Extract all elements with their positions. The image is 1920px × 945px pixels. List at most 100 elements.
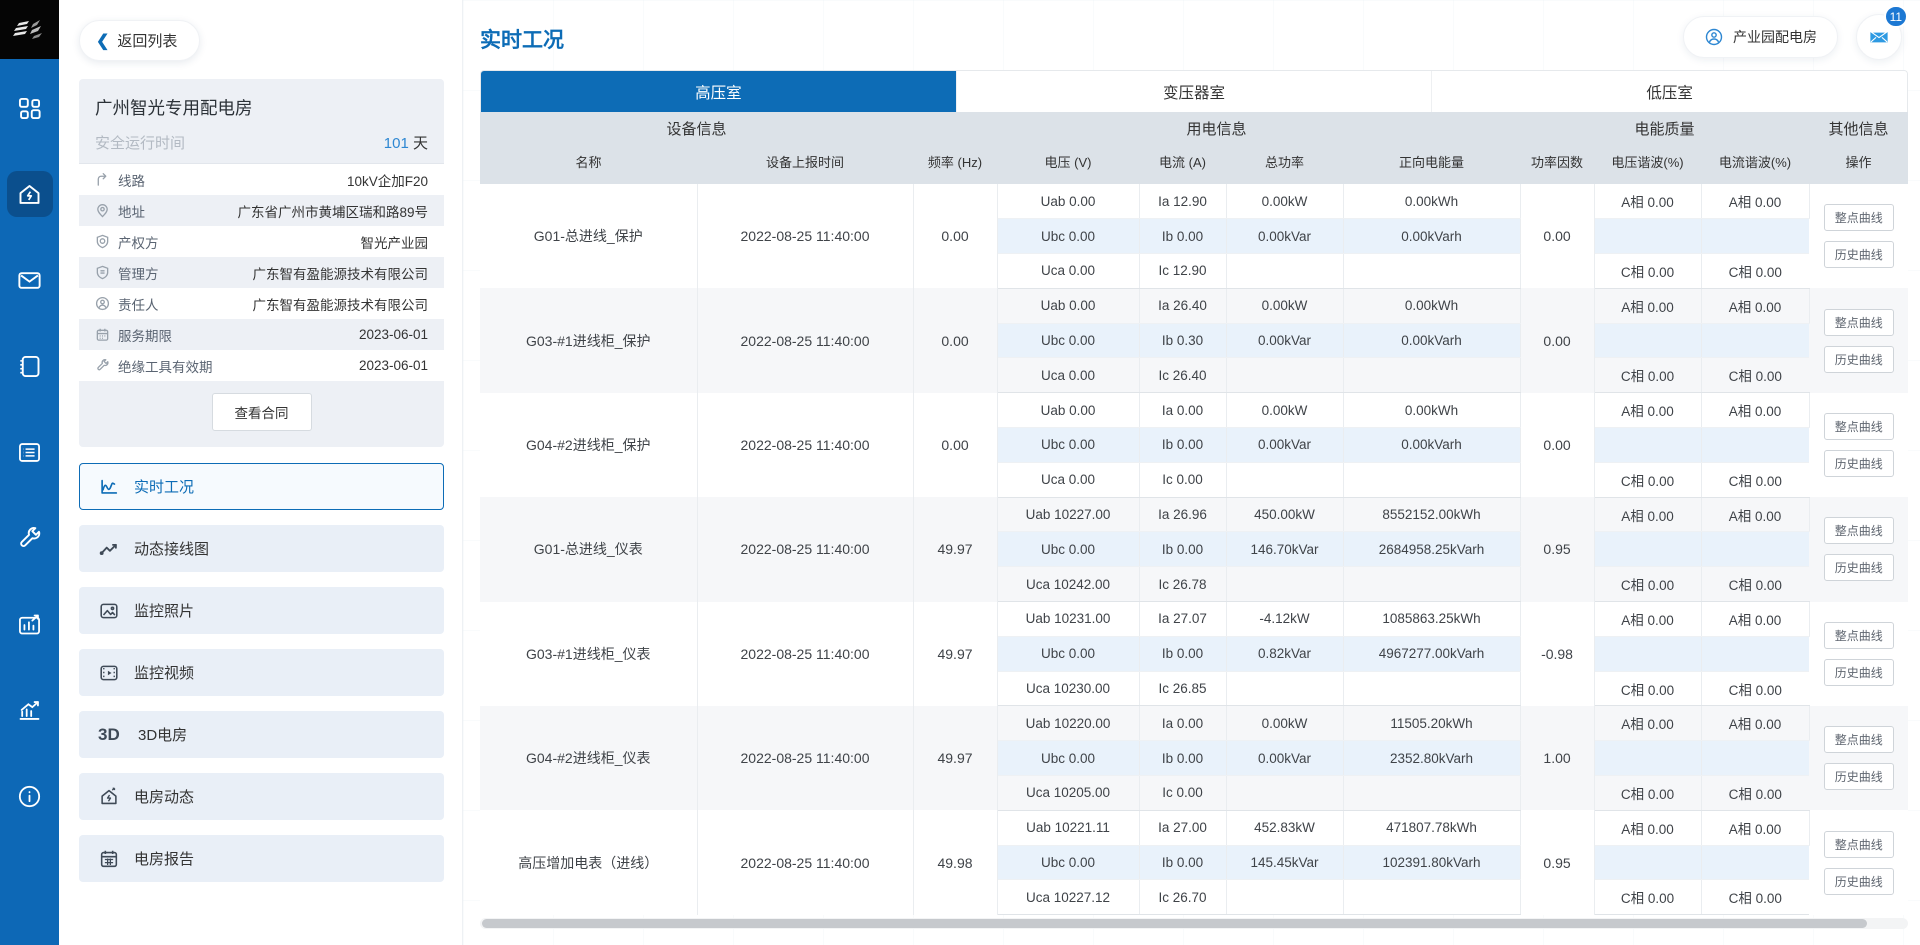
hourly-curve-button[interactable]: 整点曲线 — [1823, 308, 1894, 336]
field-label: 绝缘工具有效期 — [118, 359, 213, 375]
group-header-row: 设备信息 用电信息 电能质量 其他信息 — [480, 112, 1909, 145]
column-group-header: 电能质量 — [1520, 112, 1810, 145]
power-factor-value: 0.95 — [1520, 810, 1595, 915]
list-icon[interactable] — [7, 429, 53, 475]
current-value: Ib 0.00 — [1139, 636, 1227, 672]
current-harmonic-value: C相 0.00 — [1701, 462, 1810, 498]
home-power-icon[interactable] — [6, 171, 53, 217]
tab-high-voltage-room[interactable]: 高压室 — [481, 71, 957, 112]
header-actions: 产业园配电房 11 — [1683, 5, 1909, 60]
history-curve-button[interactable]: 历史曲线 — [1823, 345, 1894, 373]
tab-low-voltage-room[interactable]: 低压室 — [1432, 71, 1907, 112]
power-value: 0.00kVar — [1226, 427, 1344, 463]
user-account-button[interactable]: 产业园配电房 — [1683, 16, 1839, 58]
device-row-phase-c: Uca 0.00 Ic 12.90 C相 0.00 C相 0.00 — [480, 253, 1908, 289]
property-icon: 产权方 — [95, 232, 159, 252]
energy-value: 0.00kWh — [1343, 184, 1521, 220]
tab-transformer-room[interactable]: 变压器室 — [956, 71, 1433, 112]
report-time: 2022-08-25 11:40:00 — [697, 288, 914, 393]
actions-cell: 整点曲线 历史曲线 — [1809, 601, 1909, 706]
power-value — [1226, 879, 1344, 916]
energy-value: 0.00kWh — [1343, 288, 1521, 324]
sidebar-item-label: 电房动态 — [134, 789, 195, 806]
message-count-badge: 11 — [1883, 5, 1909, 28]
device-row-phase-b: Ubc 0.00 Ib 0.00 0.00kVar 2352.80kVarh — [480, 740, 1908, 777]
voltage-harmonic-value — [1594, 427, 1702, 463]
report-time: 2022-08-25 11:40:00 — [697, 497, 914, 602]
hourly-curve-button[interactable]: 整点曲线 — [1823, 830, 1894, 858]
wrench-icon[interactable] — [7, 515, 53, 561]
station-field-row: 绝缘工具有效期 2023-06-01 — [79, 350, 444, 381]
sidebar-item-realtime[interactable]: 实时工况 — [79, 463, 444, 510]
power-value: 0.00kW — [1226, 392, 1344, 429]
current-harmonic-value: A相 0.00 — [1701, 601, 1810, 637]
view-contract-button[interactable]: 查看合同 — [211, 393, 312, 431]
apps-grid-icon[interactable] — [7, 85, 53, 131]
messages-button[interactable] — [1856, 14, 1903, 60]
horizontal-scrollbar-thumb[interactable] — [482, 919, 1868, 929]
current-harmonic-value: A相 0.00 — [1701, 184, 1810, 220]
current-value: Ib 0.00 — [1139, 531, 1227, 568]
sidebar-item-videos[interactable]: 监控视频 — [79, 649, 444, 696]
sidebar-item-photos[interactable]: 监控照片 — [79, 587, 444, 634]
chart-report-icon[interactable] — [7, 601, 53, 647]
device-row-phase-c: Uca 10242.00 Ic 26.78 C相 0.00 C相 0.00 — [480, 566, 1908, 603]
power-value: 145.45kVar — [1226, 845, 1344, 881]
station-field-row: 地址 广东省广州市黄埔区瑞和路89号 — [79, 195, 444, 226]
device-row-phase-c: Uca 10227.12 Ic 26.70 C相 0.00 C相 0.00 — [480, 879, 1908, 916]
current-value: Ia 26.96 — [1139, 497, 1227, 533]
trend-icon[interactable] — [7, 687, 53, 733]
back-to-list-button[interactable]: ❮ 返回列表 — [79, 20, 201, 61]
field-value: 2023-06-01 — [358, 358, 428, 373]
video-icon — [98, 662, 120, 684]
voltage-harmonic-value — [1594, 740, 1702, 777]
current-value: Ic 26.40 — [1139, 357, 1227, 394]
horizontal-scrollbar — [480, 918, 1908, 930]
sidebar-item-room-report[interactable]: 电房报告 — [79, 835, 444, 882]
column-header: 电压 (V) — [997, 145, 1140, 184]
voltage-value: Ubc 0.00 — [997, 427, 1140, 463]
history-curve-button[interactable]: 历史曲线 — [1823, 763, 1894, 791]
frequency-value: 49.97 — [913, 601, 998, 706]
sidebar-item-label: 实时工况 — [134, 479, 195, 496]
hourly-curve-button[interactable]: 整点曲线 — [1823, 726, 1894, 754]
power-value: 0.00kVar — [1226, 740, 1344, 777]
history-curve-button[interactable]: 历史曲线 — [1823, 449, 1894, 477]
current-harmonic-value — [1701, 427, 1810, 463]
current-value: Ia 26.40 — [1139, 288, 1227, 324]
station-panel: ❮ 返回列表 广州智光专用配电房 安全运行时间 101 天 线路 10kV企加F2… — [59, 0, 463, 945]
voltage-harmonic-value — [1594, 323, 1702, 359]
sidebar-item-3d-room[interactable]: 3D 3D电房 — [79, 711, 444, 758]
current-harmonic-value: A相 0.00 — [1701, 810, 1810, 846]
energy-value: 2352.80kVarh — [1343, 740, 1521, 777]
hourly-curve-button[interactable]: 整点曲线 — [1823, 412, 1894, 440]
voltage-harmonic-value: A相 0.00 — [1594, 184, 1702, 220]
sidebar-item-label: 电房报告 — [134, 851, 195, 868]
sidebar-item-room-activity[interactable]: 电房动态 — [79, 773, 444, 820]
mail-icon[interactable] — [7, 257, 53, 303]
sidebar-item-wiring[interactable]: 动态接线图 — [79, 525, 444, 572]
energy-value: 0.00kVarh — [1343, 218, 1521, 255]
column-header: 电流谐波(%) — [1701, 145, 1810, 184]
current-harmonic-value: C相 0.00 — [1701, 357, 1810, 394]
power-value — [1226, 357, 1344, 394]
actions-cell: 整点曲线 历史曲线 — [1809, 288, 1909, 393]
report-calendar-icon — [98, 848, 120, 870]
column-header: 电流 (A) — [1139, 145, 1227, 184]
field-label: 产权方 — [118, 235, 159, 251]
history-curve-button[interactable]: 历史曲线 — [1823, 554, 1894, 582]
device-row-phase-b: Ubc 0.00 Ib 0.00 146.70kVar 2684958.25kVarh — [480, 531, 1908, 568]
voltage-value: Uca 10230.00 — [997, 671, 1140, 707]
energy-value — [1343, 879, 1521, 916]
hourly-curve-button[interactable]: 整点曲线 — [1823, 517, 1894, 545]
voltage-value: Uca 0.00 — [997, 462, 1140, 498]
hourly-curve-button[interactable]: 整点曲线 — [1823, 204, 1894, 232]
notebook-icon[interactable] — [7, 343, 53, 389]
info-icon[interactable] — [7, 773, 53, 819]
history-curve-button[interactable]: 历史曲线 — [1823, 658, 1894, 686]
current-harmonic-value: C相 0.00 — [1701, 566, 1810, 603]
device-row-phase-c: Uca 10230.00 Ic 26.85 C相 0.00 C相 0.00 — [480, 671, 1908, 707]
history-curve-button[interactable]: 历史曲线 — [1823, 867, 1894, 895]
history-curve-button[interactable]: 历史曲线 — [1823, 241, 1894, 269]
hourly-curve-button[interactable]: 整点曲线 — [1823, 621, 1894, 649]
